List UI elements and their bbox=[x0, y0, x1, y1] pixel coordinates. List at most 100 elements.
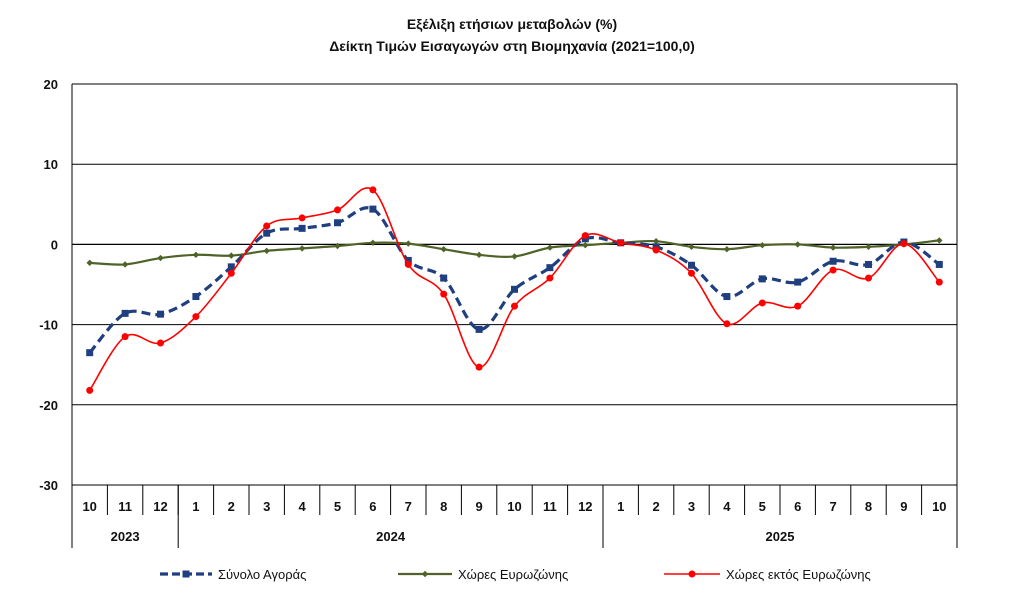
data-point bbox=[334, 206, 341, 214]
data-point bbox=[546, 274, 554, 282]
data-point bbox=[86, 386, 94, 394]
data-point bbox=[298, 214, 306, 222]
data-point bbox=[759, 242, 766, 249]
year-label: 2023 bbox=[111, 529, 140, 544]
y-tick-label: -30 bbox=[39, 478, 58, 493]
x-tick-label: 6 bbox=[794, 499, 801, 514]
data-point bbox=[936, 237, 943, 244]
y-tick-label: -10 bbox=[39, 318, 58, 333]
data-point bbox=[121, 261, 129, 268]
y-tick-label: -20 bbox=[39, 398, 58, 413]
data-point bbox=[758, 275, 766, 283]
chart-title: Εξέλιξη ετήσιων μεταβολών (%) bbox=[406, 16, 618, 32]
data-point bbox=[794, 302, 802, 310]
x-tick-label: 10 bbox=[82, 499, 96, 514]
data-point bbox=[723, 293, 731, 301]
data-point bbox=[192, 293, 200, 301]
data-point bbox=[794, 241, 801, 248]
data-point bbox=[334, 242, 341, 250]
chart-subtitle: Δείκτη Τιμών Εισαγωγών στη Βιομηχανία (2… bbox=[329, 38, 695, 54]
x-tick-label: 6 bbox=[369, 499, 376, 514]
data-point bbox=[440, 290, 448, 298]
data-point bbox=[617, 239, 625, 247]
data-point bbox=[865, 243, 872, 251]
x-tick-label: 3 bbox=[688, 499, 695, 514]
year-label: 2024 bbox=[376, 529, 406, 544]
data-point bbox=[511, 285, 518, 293]
data-point bbox=[581, 232, 589, 240]
data-point bbox=[546, 264, 554, 272]
data-point bbox=[829, 244, 837, 251]
x-tick-label: 4 bbox=[723, 499, 731, 514]
data-point bbox=[192, 313, 200, 321]
legend-marker bbox=[182, 570, 190, 578]
data-point bbox=[404, 260, 412, 268]
data-point bbox=[369, 186, 377, 194]
data-point bbox=[758, 299, 766, 307]
series-line bbox=[88, 206, 941, 354]
x-tick-label: 1 bbox=[192, 499, 199, 514]
data-point bbox=[829, 257, 837, 265]
data-point bbox=[935, 260, 943, 268]
data-point bbox=[263, 229, 271, 237]
data-point bbox=[475, 251, 483, 259]
x-tick-label: 11 bbox=[118, 499, 132, 514]
data-point bbox=[86, 259, 93, 267]
x-tick-label: 10 bbox=[932, 499, 946, 514]
data-point bbox=[121, 333, 129, 341]
data-point bbox=[157, 310, 164, 318]
data-point bbox=[794, 278, 802, 286]
data-point bbox=[511, 253, 518, 260]
data-point bbox=[865, 260, 872, 268]
data-point bbox=[652, 246, 660, 254]
x-tick-label: 2 bbox=[228, 499, 235, 514]
data-point bbox=[511, 302, 518, 310]
x-tick-label: 8 bbox=[865, 499, 872, 514]
legend-marker bbox=[421, 570, 429, 578]
data-point bbox=[227, 263, 235, 271]
data-point bbox=[405, 240, 412, 247]
data-point bbox=[404, 256, 412, 264]
data-point bbox=[475, 325, 483, 333]
legend-marker bbox=[688, 570, 696, 578]
x-tick-label: 4 bbox=[298, 499, 306, 514]
data-point bbox=[298, 224, 306, 232]
data-point bbox=[440, 274, 448, 282]
data-point bbox=[298, 245, 306, 252]
data-point bbox=[935, 278, 943, 286]
x-tick-label: 12 bbox=[153, 499, 167, 514]
y-tick-label: 10 bbox=[44, 157, 58, 172]
data-point bbox=[652, 237, 660, 245]
x-tick-label: 7 bbox=[405, 499, 412, 514]
legend-label: Χώρες εκτός Ευρωζώνης bbox=[726, 567, 871, 582]
data-point bbox=[369, 205, 377, 213]
data-point bbox=[688, 261, 695, 269]
data-point bbox=[829, 266, 837, 274]
x-tick-label: 9 bbox=[475, 499, 482, 514]
data-point bbox=[582, 242, 589, 249]
y-tick-label: 20 bbox=[44, 77, 58, 92]
x-tick-label: 1 bbox=[617, 499, 624, 514]
data-point bbox=[369, 239, 377, 246]
data-point bbox=[227, 269, 235, 277]
data-point bbox=[157, 339, 164, 347]
data-point bbox=[865, 274, 872, 282]
x-tick-label: 3 bbox=[263, 499, 270, 514]
data-point bbox=[263, 247, 270, 255]
data-point bbox=[228, 252, 235, 259]
x-tick-label: 9 bbox=[900, 499, 907, 514]
x-tick-label: 11 bbox=[543, 499, 557, 514]
x-tick-label: 8 bbox=[440, 499, 447, 514]
legend-label: Σύνολο Αγοράς bbox=[218, 567, 306, 582]
data-point bbox=[157, 254, 164, 262]
data-point bbox=[688, 243, 695, 251]
legend-label: Χώρες Ευρωζώνης bbox=[458, 567, 568, 582]
data-point bbox=[121, 309, 129, 317]
x-tick-label: 5 bbox=[334, 499, 341, 514]
data-point bbox=[475, 363, 483, 371]
data-point bbox=[723, 320, 731, 328]
year-label: 2025 bbox=[766, 529, 795, 544]
data-point bbox=[192, 251, 200, 259]
data-point bbox=[263, 222, 271, 230]
